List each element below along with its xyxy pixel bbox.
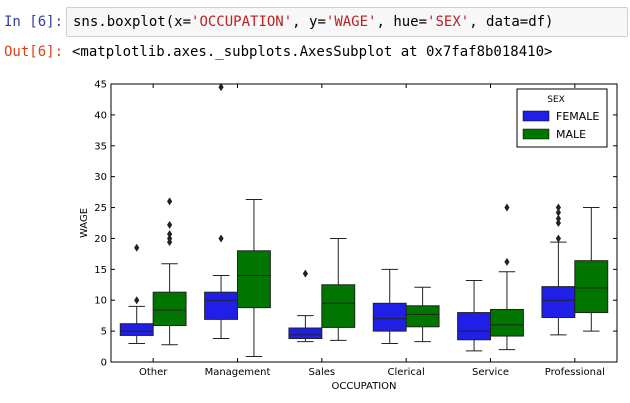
y-tick-label: 15	[94, 265, 107, 276]
legend-title: SEX	[547, 95, 565, 105]
box-male	[237, 250, 271, 309]
x-tick-label: Management	[205, 367, 271, 378]
legend-swatch	[522, 110, 550, 122]
box-male	[405, 305, 440, 328]
x-tick-label: Clerical	[388, 367, 425, 378]
box-male	[321, 284, 356, 328]
box-male	[574, 260, 609, 314]
outlier-marker	[167, 230, 173, 239]
outlier-marker	[134, 296, 140, 305]
box-female	[372, 302, 407, 332]
outlier-marker	[555, 214, 561, 223]
outlier-marker	[167, 197, 173, 206]
x-tick-label: Professional	[545, 367, 605, 378]
box-female	[288, 327, 323, 340]
box-female	[204, 291, 238, 320]
y-tick-label: 40	[94, 110, 107, 121]
box-female	[457, 312, 491, 341]
y-tick-label: 20	[94, 234, 107, 245]
box-male	[490, 308, 524, 337]
output-prompt: Out[6]:	[4, 44, 64, 60]
y-tick-label: 5	[101, 327, 107, 338]
outlier-marker	[218, 83, 224, 92]
y-tick-label: 25	[94, 203, 107, 214]
y-tick-label: 10	[94, 296, 107, 307]
code-string-literal: 'SEX'	[427, 14, 470, 30]
plot-frame	[110, 83, 618, 363]
outlier-marker	[167, 234, 173, 243]
x-tick-label: Service	[472, 367, 509, 378]
outlier-marker	[302, 269, 308, 278]
input-prompt: In [6]:	[4, 14, 64, 30]
box-female	[119, 323, 154, 336]
outlier-marker	[555, 219, 561, 227]
y-tick-label: 0	[101, 358, 107, 369]
cell-output-text: <matplotlib.axes._subplots.AxesSubplot a…	[72, 44, 553, 60]
legend-entry: FEMALE	[556, 110, 599, 123]
code-token: sns.boxplot(x=	[73, 14, 192, 30]
outlier-marker	[134, 243, 140, 252]
code-token: , hue=	[376, 14, 428, 30]
code-token: , data=df)	[469, 14, 554, 30]
legend-entry: MALE	[556, 128, 586, 141]
outlier-marker	[504, 257, 510, 266]
outlier-marker	[555, 203, 561, 212]
y-axis-label: WAGE	[79, 208, 90, 238]
y-tick-label: 45	[94, 80, 107, 91]
x-tick-label: Sales	[309, 367, 336, 378]
outlier-marker	[555, 208, 561, 217]
outlier-marker	[218, 234, 224, 243]
outlier-marker	[555, 234, 561, 243]
legend-swatch	[522, 128, 550, 140]
y-tick-label: 30	[94, 172, 107, 183]
box-male	[152, 291, 187, 327]
code-token: , y=	[292, 14, 326, 30]
y-tick-label: 35	[94, 141, 107, 152]
code-string-literal: 'WAGE'	[325, 14, 377, 30]
x-axis-label: OCCUPATION	[331, 381, 396, 392]
outlier-marker	[504, 203, 510, 212]
code-cell-input[interactable]: sns.boxplot(x='OCCUPATION', y='WAGE', hu…	[66, 7, 628, 37]
box-female	[541, 286, 576, 319]
x-tick-label: Other	[139, 367, 168, 378]
outlier-marker	[167, 220, 173, 229]
code-string-literal: 'OCCUPATION'	[191, 14, 293, 30]
